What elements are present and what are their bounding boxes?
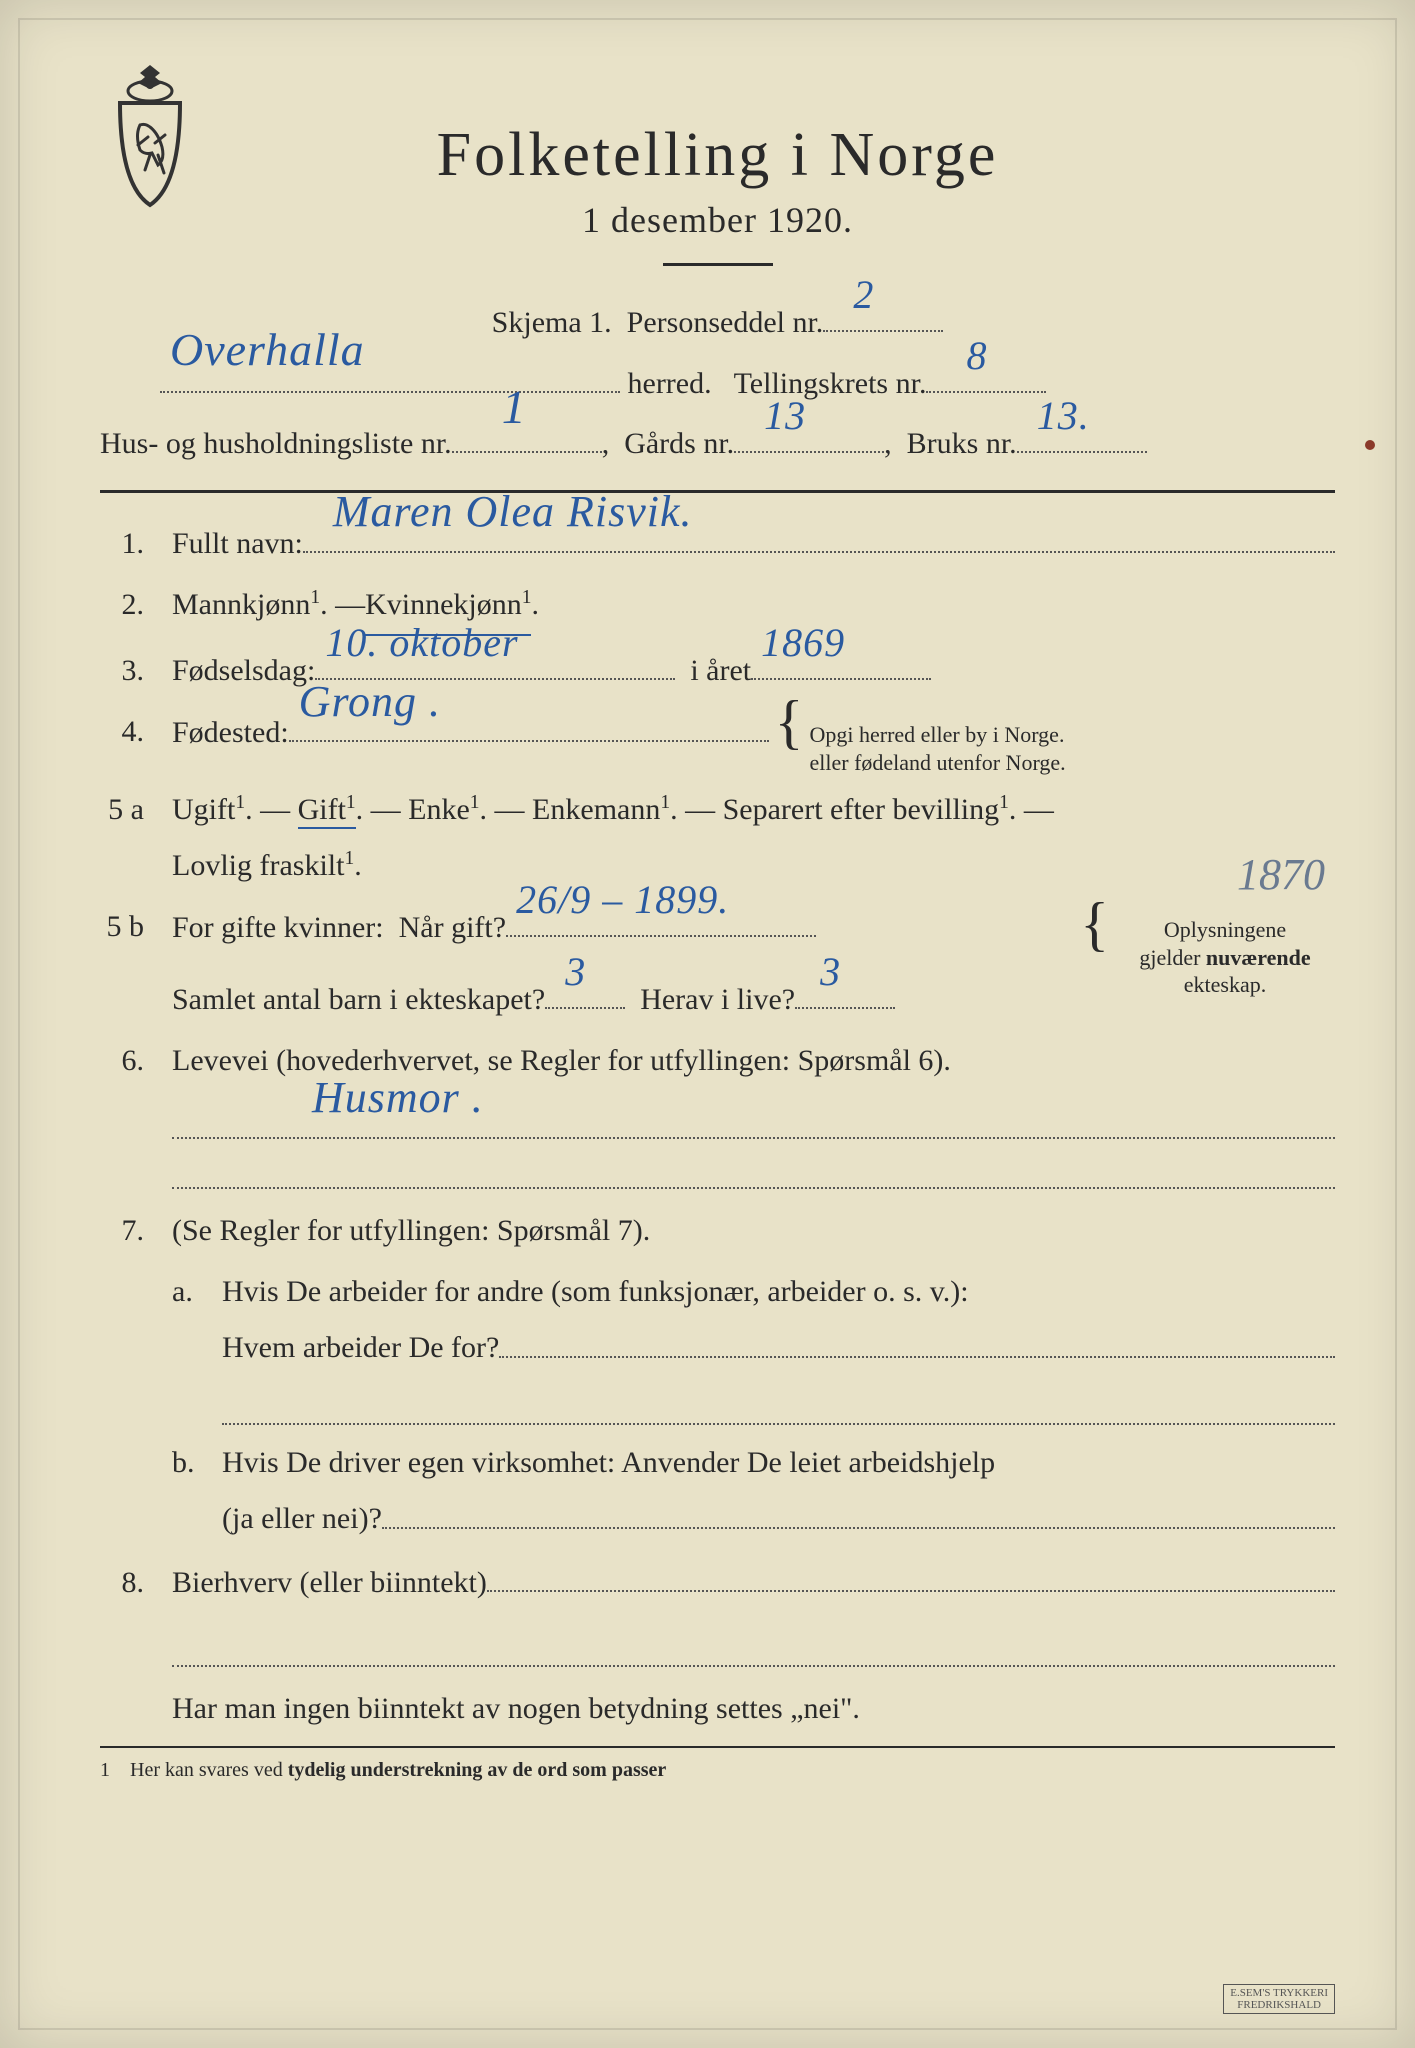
- q3-year: 1869: [761, 606, 845, 680]
- q5b-date: 26/9 – 1899.: [516, 863, 729, 937]
- q8-num: 8.: [100, 1555, 172, 1611]
- q6-row: 6. Levevei (hovederhvervet, se Regler fo…: [100, 1033, 1335, 1189]
- footnote-num: 1: [100, 1752, 130, 1789]
- q7a-num: a.: [172, 1264, 222, 1425]
- q5a-opt3: Enke1: [408, 793, 479, 826]
- q5b-row: 5 b For gifte kvinner: Når gift? 26/9 – …: [100, 899, 1335, 1027]
- brace-icon: {: [1080, 909, 1109, 939]
- q5b-label3: Herav i live?: [625, 972, 795, 1028]
- q5a-num: 5 a: [100, 782, 172, 838]
- q5a-sep: . — Separert efter bevilling: [670, 793, 999, 826]
- row-husliste: Hus- og husholdningsliste nr. 1 , Gårds …: [100, 415, 1335, 472]
- q5b-label2: Samlet antal barn i ekteskapet?: [172, 972, 545, 1028]
- q4-num: 4.: [100, 704, 172, 760]
- q7a-line1: Hvis De arbeider for andre (som funksjon…: [222, 1264, 1335, 1320]
- q7-num: 7.: [100, 1203, 172, 1259]
- q7-row: 7. (Se Regler for utfyllingen: Spørsmål …: [100, 1203, 1335, 1547]
- page-title: Folketelling i Norge: [100, 120, 1335, 191]
- tellingskrets-nr: 8: [966, 319, 987, 393]
- husliste-nr: 1: [502, 364, 527, 453]
- skjema-label: Skjema 1. Personseddel nr.: [492, 295, 824, 351]
- bruks-nr: 13.: [1037, 379, 1090, 453]
- q5a-opt4: Enkemann1: [532, 793, 670, 826]
- q3-num: 3.: [100, 643, 172, 699]
- q2-num: 2.: [100, 577, 172, 633]
- q6-value: Husmor .: [312, 1057, 484, 1138]
- q2-row: 2. Mannkjønn1 . — Kvinnekjønn1 .: [100, 577, 1335, 636]
- q3-row: 3. Fødselsdag: 10. oktober i året 1869: [100, 642, 1335, 699]
- q1-label: Fullt navn:: [172, 516, 303, 572]
- husliste-label-c: , Bruks nr.: [884, 416, 1017, 472]
- q7b-line2: (ja eller nei)?: [222, 1491, 382, 1547]
- q3-mid: i året: [675, 643, 751, 699]
- q4-note: Opgi herred eller by i Norge. eller føde…: [809, 721, 1109, 776]
- q4-label: Fødested:: [172, 705, 289, 761]
- q5b-num: 5 b: [100, 899, 172, 955]
- q4-row: 4. Fødested: Grong . { Opgi herred eller…: [100, 704, 1335, 776]
- q5b-ilive: 3: [820, 935, 841, 1009]
- q5b-note1: Oplysningene: [1115, 916, 1335, 944]
- footnote: 1 Her kan svares ved tydelig understrekn…: [100, 1746, 1335, 1789]
- bottom-note: Har man ingen biinntekt av nogen betydni…: [172, 1681, 1335, 1737]
- q5b-note: Oplysningene gjelder nuværende ekteskap.: [1115, 916, 1335, 999]
- stain-dot: [1365, 440, 1375, 450]
- header: Folketelling i Norge 1 desember 1920.: [100, 50, 1335, 266]
- census-form-page: Folketelling i Norge 1 desember 1920. Sk…: [0, 0, 1415, 2048]
- q8-row: 8. Bierhverv (eller biinntekt): [100, 1554, 1335, 1611]
- q6-num: 6.: [100, 1033, 172, 1089]
- page-subtitle: 1 desember 1920.: [100, 199, 1335, 241]
- row-herred: Overhalla herred. Tellingskrets nr. 8: [100, 355, 1335, 412]
- q5a-opt1: Ugift1: [172, 793, 245, 826]
- q5b-barn: 3: [565, 935, 586, 1009]
- q1-num: 1.: [100, 516, 172, 572]
- q5b-note3: ekteskap.: [1115, 971, 1335, 999]
- margin-note-1870: 1870: [1237, 834, 1325, 915]
- q2-opt1: Mannkjønn1: [172, 577, 320, 633]
- herred-value: Overhalla: [170, 307, 365, 392]
- husliste-label-b: , Gårds nr.: [602, 416, 734, 472]
- q3-label: Fødselsdag:: [172, 643, 315, 699]
- husliste-label-a: Hus- og husholdningsliste nr.: [100, 416, 452, 472]
- q8-label: Bierhverv (eller biinntekt): [172, 1555, 487, 1611]
- brace-icon: {: [775, 707, 804, 737]
- q4-value: Grong .: [299, 661, 441, 742]
- q7b-num: b.: [172, 1435, 222, 1546]
- q2-suffix: .: [531, 577, 539, 633]
- horizontal-rule: [100, 490, 1335, 493]
- q5b-note2: gjelder nuværende: [1115, 944, 1335, 972]
- form-body: Skjema 1. Personseddel nr. 2 Overhalla h…: [100, 294, 1335, 1789]
- q4-note-2: eller fødeland utenfor Norge.: [809, 749, 1109, 777]
- q7a-line2: Hvem arbeider De for?: [222, 1320, 499, 1376]
- q4-note-1: Opgi herred eller by i Norge.: [809, 721, 1109, 749]
- title-divider: [663, 263, 773, 266]
- q5b-label1: For gifte kvinner: Når gift?: [172, 900, 506, 956]
- q7b-line1: Hvis De driver egen virksomhet: Anvender…: [222, 1435, 1335, 1491]
- q1-value: Maren Olea Risvik.: [333, 471, 693, 552]
- footnote-text: Her kan svares ved tydelig understreknin…: [130, 1752, 666, 1789]
- printer-mark: E.SEM'S TRYKKERIFREDRIKSHALD: [1223, 1984, 1335, 2014]
- gards-nr: 13: [764, 379, 806, 453]
- q7-label: (Se Regler for utfyllingen: Spørsmål 7).: [172, 1203, 1335, 1259]
- q5a-opt5: Lovlig fraskilt1: [172, 849, 354, 882]
- q1-row: 1. Fullt navn: Maren Olea Risvik.: [100, 515, 1335, 572]
- q5a-opt2: Gift1: [298, 793, 356, 829]
- personseddel-nr: 2: [853, 258, 874, 332]
